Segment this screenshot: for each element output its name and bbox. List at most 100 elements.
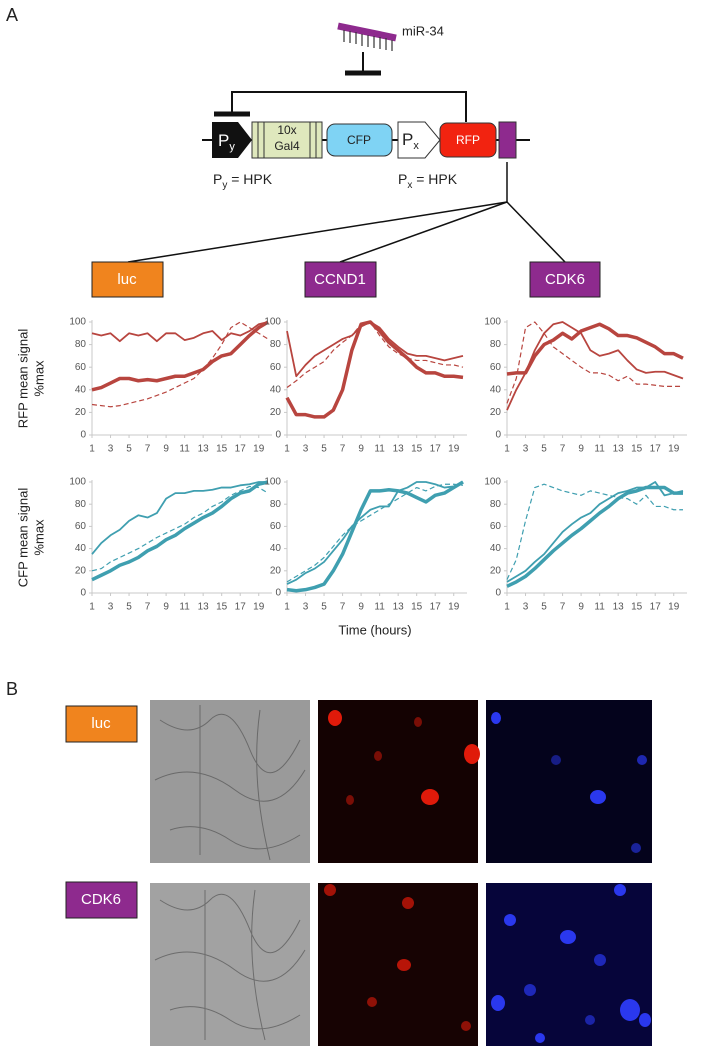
caption: Px = HPK <box>398 171 458 191</box>
x-tick-label: 1 <box>89 444 95 455</box>
x-tick-label: 3 <box>523 444 529 455</box>
gal4-label: Gal4 <box>274 139 300 153</box>
series-line <box>285 320 464 419</box>
x-tick-label: 11 <box>179 602 190 613</box>
x-tick-label: 7 <box>145 444 151 455</box>
row-label: luc <box>91 715 111 732</box>
y-tick-label: 100 <box>264 317 281 328</box>
promoter-y <box>212 122 252 158</box>
utr-box <box>498 121 517 159</box>
y-tick-label: 60 <box>75 521 87 532</box>
x-tick-label: 1 <box>284 444 290 455</box>
y-tick-label: 20 <box>75 407 87 418</box>
x-tick-label: 15 <box>631 602 643 613</box>
x-tick-label: 5 <box>541 602 547 613</box>
x-axis-label: Time (hours) <box>338 622 411 637</box>
series-line <box>91 320 269 392</box>
series-line <box>91 481 268 555</box>
promoter-y-label: Py <box>218 131 235 152</box>
y-tick-label: 100 <box>69 477 86 488</box>
x-tick-label: 17 <box>650 602 662 613</box>
x-tick-label: 9 <box>358 444 364 455</box>
series-line <box>91 321 269 343</box>
x-tick-label: 15 <box>216 444 228 455</box>
y-tick-label: 60 <box>490 521 502 532</box>
cfp-label: CFP <box>347 133 371 147</box>
x-tick-label: 15 <box>216 602 228 613</box>
y-tick-label: 20 <box>270 565 282 576</box>
x-tick-label: 9 <box>163 602 169 613</box>
y-tick-label: 80 <box>75 339 87 350</box>
y-tick-label: 80 <box>490 339 502 350</box>
panel-label: A <box>6 5 18 25</box>
x-tick-label: 13 <box>198 444 210 455</box>
x-tick-label: 5 <box>126 602 132 613</box>
x-tick-label: 3 <box>523 602 529 613</box>
y-tick-label: 20 <box>490 407 502 418</box>
series-line <box>91 480 269 582</box>
y-tick-label: 40 <box>75 543 87 554</box>
series-line <box>506 485 683 588</box>
x-tick-label: 13 <box>613 602 625 613</box>
y-axis-label: CFP mean signal <box>15 488 30 588</box>
x-tick-label: 5 <box>321 602 327 613</box>
series-line <box>286 483 464 583</box>
promoter-x-label: Px <box>402 130 419 151</box>
y-tick-label: 0 <box>495 430 501 441</box>
rfp-box <box>439 122 497 158</box>
y-tick-label: 100 <box>264 477 281 488</box>
y-tick-label: 60 <box>270 521 282 532</box>
x-tick-label: 11 <box>594 444 605 455</box>
y-tick-label: 0 <box>495 588 501 599</box>
x-tick-label: 11 <box>179 444 190 455</box>
series-line <box>286 481 464 585</box>
y-tick-label: 20 <box>490 565 502 576</box>
y-tick-label: 60 <box>75 362 87 373</box>
x-tick-label: 7 <box>560 602 566 613</box>
y-tick-label: 100 <box>69 317 86 328</box>
x-tick-label: 19 <box>253 444 265 455</box>
x-tick-label: 19 <box>668 444 680 455</box>
y-tick-label: 0 <box>80 588 86 599</box>
x-tick-label: 19 <box>253 602 265 613</box>
target-label: luc <box>117 271 137 288</box>
x-tick-label: 17 <box>235 602 247 613</box>
gal4-label: 10x <box>277 123 296 137</box>
x-tick-label: 11 <box>374 602 385 613</box>
x-tick-label: 5 <box>321 444 327 455</box>
repression-arrows <box>214 52 467 122</box>
y-tick-label: 40 <box>75 384 87 395</box>
x-tick-label: 1 <box>504 444 510 455</box>
series-line <box>286 321 464 389</box>
gal4-box <box>251 121 323 159</box>
y-tick-label: 0 <box>275 588 281 599</box>
rfp-label: RFP <box>456 133 480 147</box>
x-tick-label: 7 <box>340 444 346 455</box>
y-axis-label: %max <box>31 519 46 556</box>
y-tick-label: 60 <box>490 362 502 373</box>
x-tick-label: 3 <box>108 444 114 455</box>
y-tick-label: 40 <box>490 384 502 395</box>
y-tick-label: 40 <box>270 384 282 395</box>
x-tick-label: 17 <box>235 444 247 455</box>
series-line <box>506 321 684 411</box>
x-tick-label: 9 <box>578 602 584 613</box>
x-tick-label: 9 <box>163 444 169 455</box>
y-tick-label: 80 <box>490 499 502 510</box>
y-tick-label: 80 <box>270 499 282 510</box>
x-tick-label: 11 <box>594 602 605 613</box>
x-tick-label: 17 <box>430 602 442 613</box>
cfp-box <box>326 123 393 157</box>
x-tick-label: 17 <box>650 444 662 455</box>
y-tick-label: 40 <box>490 543 502 554</box>
x-tick-label: 17 <box>430 444 442 455</box>
y-axis-label: RFP mean signal <box>15 329 30 429</box>
x-tick-label: 5 <box>126 444 132 455</box>
micrographs <box>150 700 652 1046</box>
x-tick-label: 9 <box>358 602 364 613</box>
y-tick-label: 100 <box>484 477 501 488</box>
x-tick-label: 7 <box>145 602 151 613</box>
series-line <box>506 481 684 583</box>
series-line <box>91 321 269 408</box>
x-tick-label: 1 <box>89 602 95 613</box>
